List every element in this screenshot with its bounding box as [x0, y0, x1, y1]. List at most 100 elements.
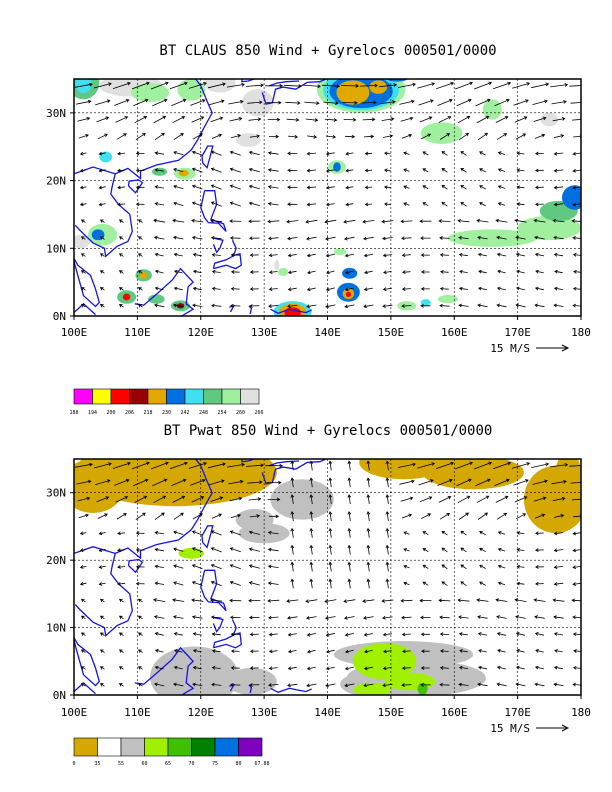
- wind-arrow: [267, 185, 279, 189]
- wind-arrow: [366, 527, 371, 538]
- wind-arrow: [325, 253, 335, 258]
- wind-arrow: [133, 98, 149, 107]
- wind-arrow: [347, 578, 352, 589]
- wind-arrow: [382, 683, 393, 688]
- wind-arrow: [342, 100, 358, 105]
- wind-arrow: [173, 682, 184, 687]
- wind-arrow: [135, 531, 145, 536]
- y-tick-label: 10N: [46, 242, 66, 255]
- wind-arrow: [306, 168, 317, 173]
- wind-arrow: [439, 666, 449, 670]
- wind-arrow: [441, 151, 448, 156]
- wind-arrow: [191, 530, 203, 536]
- wind-arrow: [572, 682, 581, 687]
- wind-arrow: [286, 599, 299, 603]
- wind-arrow: [306, 134, 318, 139]
- wind-arrow: [211, 649, 221, 653]
- wind-arrow: [479, 564, 486, 569]
- colorbar-label: 70: [188, 761, 194, 767]
- field-region: [74, 459, 125, 513]
- wind-arrow: [137, 598, 143, 603]
- coastline: [74, 546, 133, 637]
- wind-arrow: [401, 304, 412, 308]
- colorbar-swatch: [214, 737, 239, 757]
- wind-arrow: [117, 531, 126, 536]
- wind-arrow: [400, 496, 414, 502]
- wind-arrow: [571, 219, 581, 223]
- wind-arrow: [347, 460, 352, 471]
- wind-arrow: [112, 81, 131, 89]
- wind-arrow: [494, 478, 510, 486]
- wind-arrow: [497, 581, 506, 586]
- wind-arrow: [154, 269, 164, 274]
- wind-arrow: [131, 81, 150, 90]
- wind-arrow: [515, 632, 526, 636]
- wind-arrow: [267, 581, 279, 586]
- wind-arrow: [210, 150, 222, 156]
- wind-arrow: [77, 496, 91, 502]
- wind-arrow: [210, 580, 222, 587]
- wind-arrow: [550, 463, 569, 468]
- wind-arrow: [534, 235, 545, 240]
- wind-arrow: [150, 81, 169, 90]
- wind-arrow: [173, 648, 183, 653]
- wind-arrow: [210, 116, 224, 123]
- colorbar: 0 35 55 60 65 70 75 80 67.88: [72, 737, 270, 767]
- wind-arrow: [478, 269, 487, 274]
- coastline: [200, 190, 227, 232]
- wind-arrow: [307, 270, 316, 275]
- wind-arrow: [287, 615, 298, 620]
- wind-arrow: [309, 527, 314, 538]
- wind-arrow: [422, 168, 429, 173]
- wind-arrow: [230, 134, 242, 139]
- wind-arrow: [78, 513, 89, 519]
- colorbar-label: 65: [165, 761, 171, 767]
- wind-arrow: [265, 463, 283, 468]
- wind-arrow: [328, 527, 333, 538]
- wind-arrow: [80, 219, 86, 223]
- colorbar-swatch: [221, 388, 241, 405]
- field-region: [336, 80, 370, 105]
- wind-arrow: [98, 582, 106, 586]
- wind-arrow: [325, 236, 336, 241]
- wind-arrow: [173, 252, 183, 257]
- field-region: [369, 80, 388, 94]
- wind-arrow: [345, 168, 354, 173]
- wind-arrow: [191, 564, 203, 570]
- wind-arrow: [571, 497, 581, 501]
- wind-arrow: [287, 134, 299, 139]
- colorbar-label: 230: [162, 410, 171, 416]
- colorbar-label: 260: [236, 410, 245, 416]
- wind-arrow: [439, 682, 450, 687]
- wind-arrow: [210, 219, 223, 223]
- wind-arrow: [420, 615, 431, 620]
- wind-arrow: [95, 479, 111, 486]
- wind-arrow: [76, 479, 92, 485]
- wind-arrow: [478, 649, 487, 653]
- wind-arrow: [209, 479, 225, 486]
- wind-arrow: [493, 81, 512, 90]
- wind-arrow: [98, 185, 106, 190]
- colorbar-label: 60: [141, 761, 147, 767]
- wind-arrow: [249, 683, 260, 687]
- wind-arrow: [309, 578, 314, 589]
- field-region: [482, 99, 502, 120]
- colorbar-swatch: [120, 737, 145, 757]
- wind-arrow: [533, 496, 547, 502]
- wind-arrow: [436, 81, 455, 90]
- wind-arrow: [366, 477, 371, 488]
- wind-arrow: [328, 460, 333, 471]
- wind-arrow: [97, 513, 108, 519]
- wind-arrow: [117, 581, 126, 586]
- wind-arrow: [497, 547, 506, 552]
- wind-arrow: [344, 236, 355, 241]
- wind-arrow: [137, 632, 143, 636]
- wind-arrow: [516, 185, 525, 190]
- wind-arrow: [457, 598, 470, 603]
- y-tick-label: 30N: [46, 487, 66, 500]
- wind-arrow: [118, 632, 124, 636]
- field-region: [270, 479, 334, 520]
- wind-arrow: [495, 598, 508, 602]
- wind-arrow: [192, 649, 202, 653]
- wind-arrow: [285, 101, 301, 105]
